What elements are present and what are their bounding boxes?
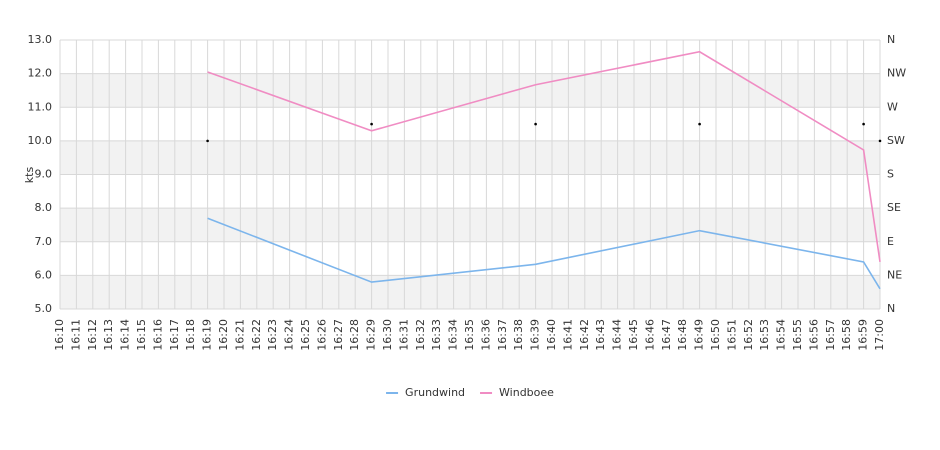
x-tick-label: 16:40: [545, 319, 558, 351]
y-tick-label: 9.0: [35, 168, 53, 181]
x-tick-label: 16:50: [709, 319, 722, 351]
series-line: [207, 50, 881, 263]
x-tick-label: 16:54: [775, 319, 788, 351]
x-tick-label: 16:26: [315, 319, 328, 351]
y-tick-label: 8.0: [35, 201, 53, 214]
x-tick-label: 16:13: [102, 319, 115, 351]
y-tick-label: 11.0: [28, 100, 53, 113]
x-tick-label: 16:21: [233, 319, 246, 351]
x-tick-label: 16:59: [857, 319, 870, 351]
x-tick-label: 16:15: [135, 319, 148, 351]
direction-dot: [370, 122, 373, 126]
direction-dot: [862, 122, 865, 126]
x-tick-label: 16:39: [529, 319, 542, 351]
x-tick-label: 16:32: [414, 319, 427, 351]
series-line: [207, 217, 881, 290]
y-tick-label: 13.0: [28, 33, 53, 46]
x-tick-label: 16:10: [53, 319, 66, 351]
x-tick-label: 16:49: [693, 319, 706, 351]
direction-dot: [698, 122, 701, 126]
x-tick-label: 16:56: [807, 319, 820, 351]
x-tick-label: 16:18: [184, 319, 197, 351]
x-tick-label: 16:19: [201, 319, 214, 351]
x-tick-label: 16:20: [217, 319, 230, 351]
x-tick-label: 16:44: [611, 319, 624, 351]
legend-label: Windboee: [499, 386, 554, 399]
x-tick-label: 16:55: [791, 319, 804, 351]
x-tick-label: 16:11: [69, 319, 82, 351]
x-tick-label: 16:57: [824, 319, 837, 351]
x-tick-label: 16:53: [758, 319, 771, 351]
x-tick-label: 16:14: [119, 319, 132, 351]
x-tick-label: 16:25: [299, 319, 312, 351]
x-tick-label: 16:33: [430, 319, 443, 351]
x-tick-label: 16:42: [578, 319, 591, 351]
x-tick-label: 16:17: [168, 319, 181, 351]
x-tick-label: 16:47: [660, 319, 673, 351]
y-tick-label: 6.0: [35, 268, 53, 281]
direction-dot: [206, 139, 209, 143]
x-tick-label: 16:24: [283, 319, 296, 351]
y2-tick-label: S: [887, 168, 894, 181]
y2-tick-label: NE: [887, 268, 902, 281]
direction-dot: [878, 139, 882, 143]
x-tick-label: 16:52: [742, 319, 755, 351]
x-tick-label: 16:48: [676, 319, 689, 351]
y-tick-label: 5.0: [35, 302, 53, 315]
x-tick-label: 16:29: [365, 319, 378, 351]
x-tick-label: 17:00: [873, 319, 886, 351]
x-tick-label: 16:31: [397, 319, 410, 351]
y-axis-label: kts: [23, 167, 36, 184]
direction-dot: [534, 122, 537, 126]
x-tick-label: 16:51: [725, 319, 738, 351]
x-tick-label: 16:23: [266, 319, 279, 351]
x-tick-label: 16:46: [643, 319, 656, 351]
x-tick-label: 16:34: [447, 319, 460, 351]
x-tick-label: 16:37: [496, 319, 509, 351]
x-tick-label: 16:27: [332, 319, 345, 351]
x-tick-label: 16:58: [840, 319, 853, 351]
x-tick-label: 16:45: [627, 319, 640, 351]
y-tick-label: 10.0: [28, 134, 53, 147]
x-tick-label: 16:28: [348, 319, 361, 351]
x-tick-label: 16:16: [151, 319, 164, 351]
legend-label: Grundwind: [405, 386, 465, 399]
legend: Grundwind Windboee: [386, 386, 554, 399]
x-tick-label: 16:41: [561, 319, 574, 351]
y-tick-label: 7.0: [35, 235, 53, 248]
y2-tick-label: E: [887, 235, 894, 248]
y-tick-label: 12.0: [28, 67, 53, 80]
y2-tick-label: N: [887, 33, 895, 46]
x-tick-label: 16:22: [250, 319, 263, 351]
y2-tick-label: SW: [887, 134, 905, 147]
x-tick-label: 16:43: [594, 319, 607, 351]
x-tick-label: 16:36: [479, 319, 492, 351]
x-tick-label: 16:30: [381, 319, 394, 351]
y2-tick-label: SE: [887, 201, 901, 214]
y2-tick-label: W: [887, 100, 898, 113]
x-tick-label: 16:12: [86, 319, 99, 351]
y2-tick-label: NW: [887, 67, 906, 80]
y2-tick-label: N: [887, 302, 895, 315]
x-tick-label: 16:35: [463, 319, 476, 351]
x-tick-label: 16:38: [512, 319, 525, 351]
